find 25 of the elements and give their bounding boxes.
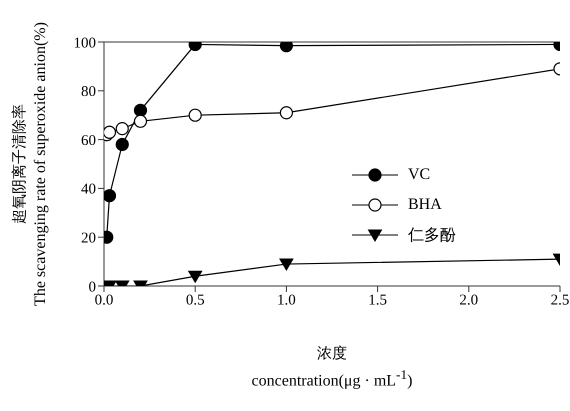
x-tick-label: 0.0 [94,292,114,309]
x-tick-label: 0.5 [186,292,205,309]
point [116,122,129,136]
y-tick-label: 80 [81,84,96,100]
point [134,104,148,117]
legend-label: VC [408,166,430,184]
y-tick-label: 0 [88,279,96,296]
point [134,114,148,128]
legend-label: BHA [408,196,442,214]
x-tick-label: 2.0 [459,292,478,309]
point [116,138,129,152]
y-tick-label: 60 [81,132,96,149]
y-tick-label: 40 [81,182,96,198]
legend-label: 仁多酚 [408,226,456,246]
x-tick-label: 2.5 [550,292,570,309]
y-tick-label: 20 [81,230,96,247]
y-tick-label: 100 [74,35,96,52]
x-tick-label: 1.0 [277,292,296,309]
y-axis-title: 超氧阴离子清除率 The scavenging rate of superoxide anion(%) [9,22,50,306]
point [104,126,116,139]
x-axis-title: 浓度 concentration(μg · mL$^{-1}$) [250,343,414,392]
x-tick-label: 1.5 [368,292,387,309]
point [104,189,116,202]
point [280,106,293,120]
point [188,108,202,122]
